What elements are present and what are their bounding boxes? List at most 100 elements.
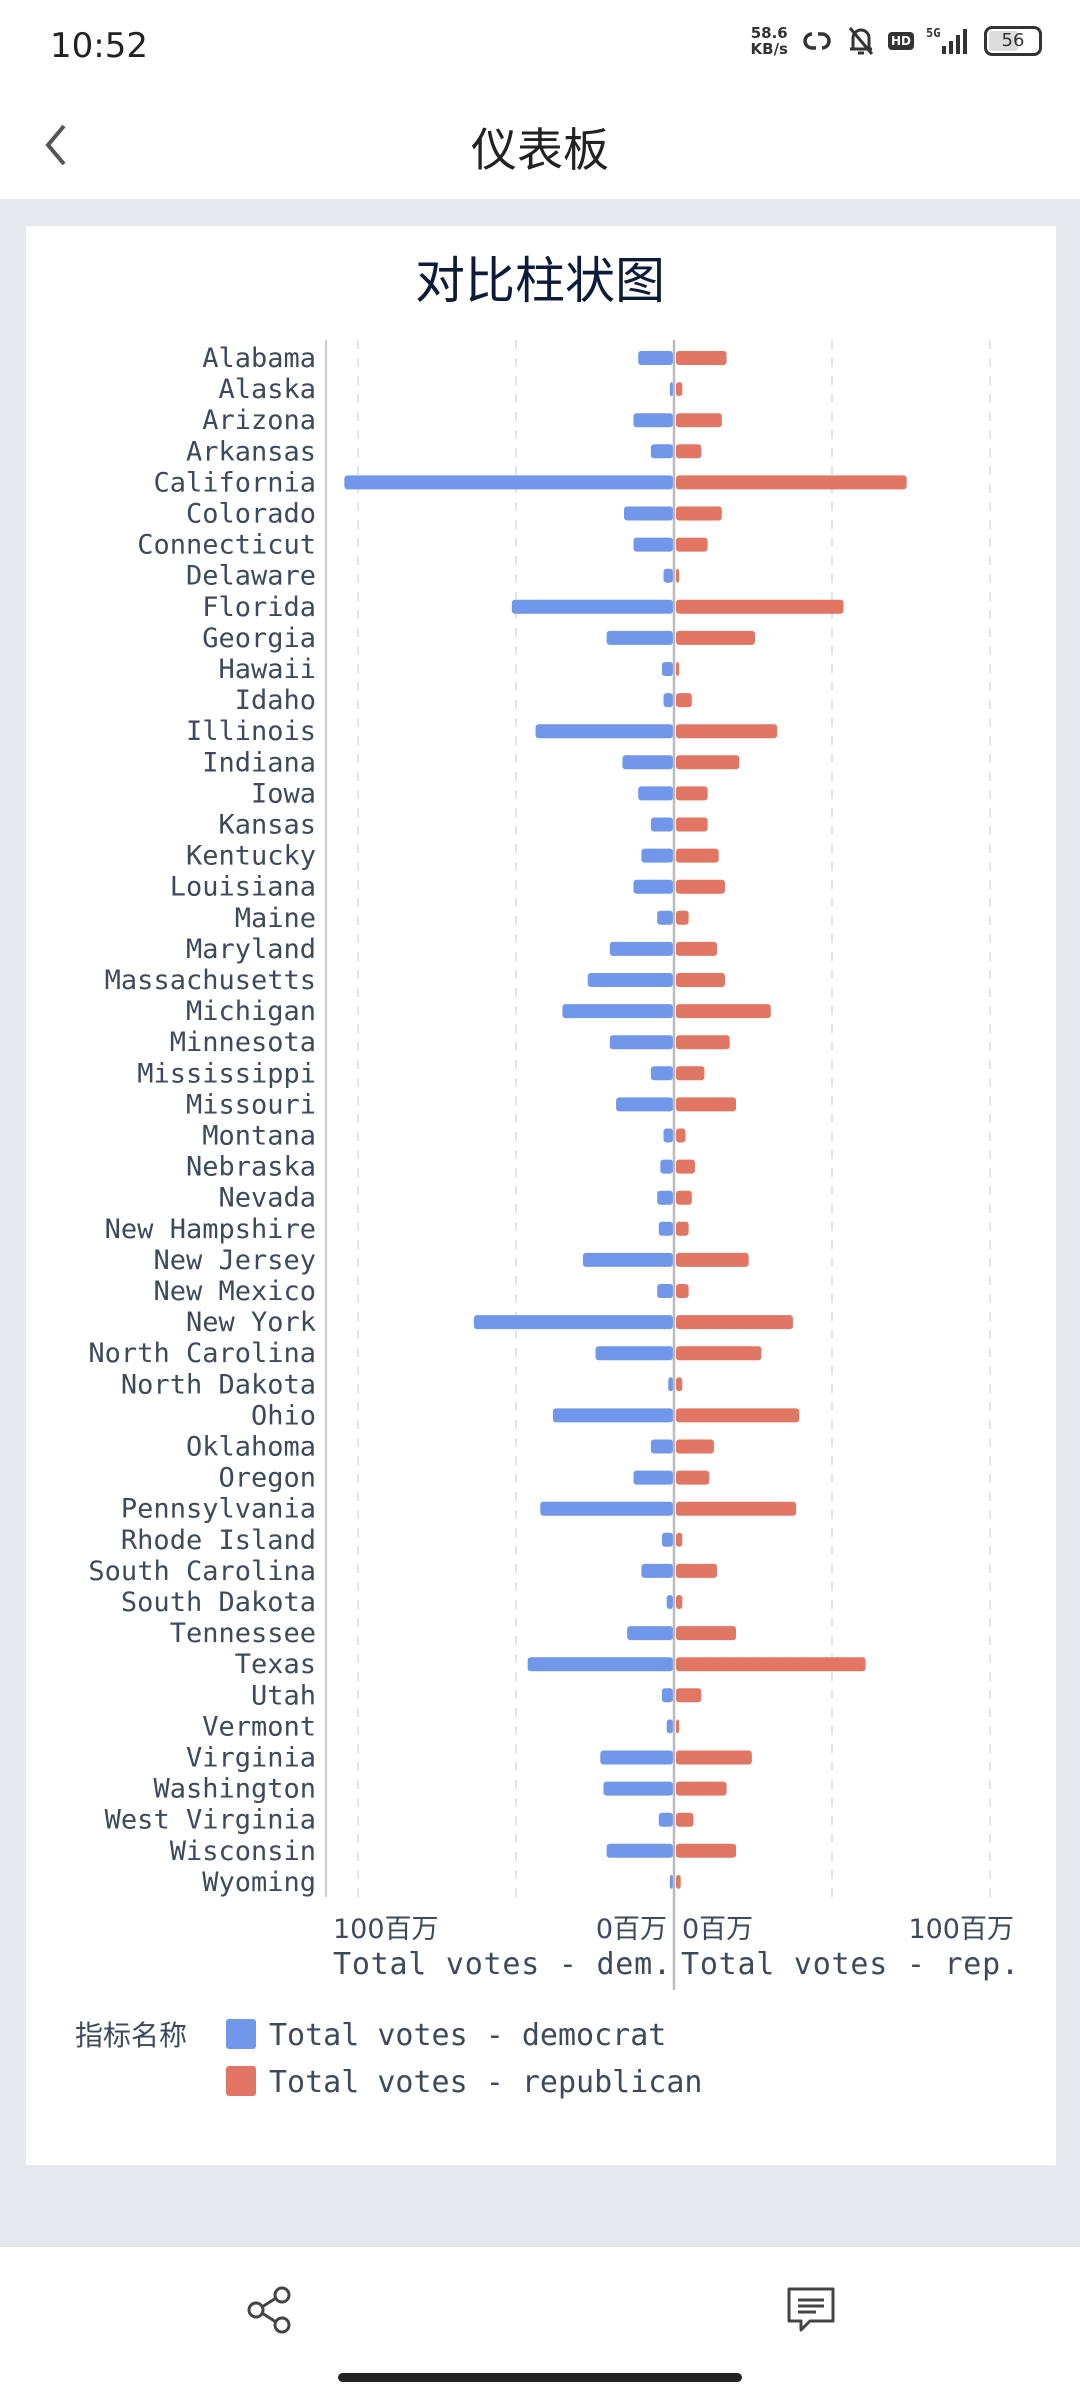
bar-republican[interactable] [676,724,778,739]
bar-republican[interactable] [676,941,718,956]
bar-republican[interactable] [676,1252,749,1267]
bar-democrat[interactable] [600,1750,673,1765]
bar-republican[interactable] [676,351,727,365]
bar-democrat[interactable] [609,1035,673,1050]
bar-republican[interactable] [676,755,740,770]
bar-republican[interactable] [676,1284,689,1298]
bar-democrat[interactable] [657,910,673,925]
bar-democrat[interactable] [609,941,673,956]
bar-democrat[interactable] [622,755,673,770]
bar-democrat[interactable] [641,1563,673,1578]
bar-democrat[interactable] [650,1439,673,1454]
bar-democrat[interactable] [650,444,673,459]
bar-republican[interactable] [676,1035,730,1050]
bar-republican[interactable] [676,444,702,459]
bar-republican[interactable] [676,848,719,863]
bar-republican[interactable] [676,1719,680,1734]
comment-icon[interactable] [784,2283,838,2337]
bar-republican[interactable] [676,1688,702,1703]
bar-democrat[interactable] [582,1252,673,1267]
legend-label-republican[interactable]: Total votes - republican [269,2065,702,2100]
bar-republican[interactable] [676,1874,681,1889]
bar-democrat[interactable] [641,848,673,863]
bar-republican[interactable] [676,1657,866,1672]
bar-republican[interactable] [676,1781,727,1796]
bar-republican[interactable] [676,1221,689,1236]
bar-republican[interactable] [676,630,755,645]
bar-democrat[interactable] [624,506,673,521]
bar-republican[interactable] [676,1128,686,1143]
bar-republican[interactable] [676,1066,705,1081]
bar-democrat[interactable] [650,817,673,832]
bar-republican[interactable] [676,475,907,490]
bar-republican[interactable] [676,1315,793,1330]
bar-democrat[interactable] [540,1501,673,1516]
bar-democrat[interactable] [638,786,673,801]
bar-democrat[interactable] [657,1190,673,1205]
bar-democrat[interactable] [552,1408,673,1423]
bar-democrat[interactable] [633,413,674,428]
bar-democrat[interactable] [562,1004,673,1019]
bar-republican[interactable] [676,1159,695,1174]
bar-democrat[interactable] [511,599,673,614]
share-icon[interactable] [242,2283,296,2337]
bar-democrat[interactable] [527,1657,673,1672]
bar-democrat[interactable] [661,1532,673,1547]
legend-swatch-democrat[interactable] [226,2019,256,2049]
bar-republican[interactable] [676,1626,737,1641]
bar-republican[interactable] [676,693,692,708]
bar-republican[interactable] [676,599,844,614]
bar-republican[interactable] [676,879,725,894]
bar-republican[interactable] [676,1097,737,1112]
bar-republican[interactable] [676,1190,692,1205]
bar-republican[interactable] [676,786,708,801]
bar-republican[interactable] [676,1346,762,1361]
bar-democrat[interactable] [660,1159,673,1174]
bar-republican[interactable] [676,1750,752,1765]
bar-democrat[interactable] [661,1688,673,1703]
bar-democrat[interactable] [663,693,673,708]
bar-republican[interactable] [676,537,708,552]
bar-republican[interactable] [676,1843,737,1858]
bar-democrat[interactable] [603,1781,673,1796]
bar-republican[interactable] [676,1004,771,1019]
bar-republican[interactable] [676,817,708,832]
bar-republican[interactable] [676,413,722,428]
legend-label-democrat[interactable]: Total votes - democrat [269,2018,666,2053]
bar-republican[interactable] [676,382,683,397]
bar-republican[interactable] [676,1470,710,1485]
bar-democrat[interactable] [663,1128,673,1143]
bar-republican[interactable] [676,973,725,987]
bar-democrat[interactable] [666,1719,673,1734]
bar-democrat[interactable] [606,1843,673,1858]
bar-democrat[interactable] [473,1315,673,1330]
bar-republican[interactable] [676,1439,714,1454]
bar-democrat[interactable] [666,1595,673,1609]
bar-democrat[interactable] [616,1097,673,1112]
legend-swatch-republican[interactable] [226,2066,256,2096]
bar-democrat[interactable] [587,973,673,987]
bar-republican[interactable] [676,1812,694,1827]
bar-democrat[interactable] [627,1626,673,1641]
back-chevron-icon[interactable] [36,120,76,170]
bar-democrat[interactable] [650,1066,673,1081]
bar-democrat[interactable] [658,1812,673,1827]
bar-democrat[interactable] [663,568,673,583]
bar-democrat[interactable] [638,351,673,365]
bar-republican[interactable] [676,506,722,521]
bar-democrat[interactable] [658,1221,673,1236]
home-indicator[interactable] [338,2373,742,2382]
bar-republican[interactable] [676,1532,683,1547]
bar-democrat[interactable] [669,382,673,397]
bar-democrat[interactable] [669,1874,673,1889]
bar-democrat[interactable] [668,1377,673,1392]
bar-republican[interactable] [676,1563,718,1578]
bar-republican[interactable] [676,568,680,583]
bar-republican[interactable] [676,662,680,676]
bar-republican[interactable] [676,910,689,925]
bar-democrat[interactable] [344,475,673,490]
bar-republican[interactable] [676,1595,683,1609]
bar-democrat[interactable] [595,1346,673,1361]
bar-democrat[interactable] [633,879,674,894]
bar-democrat[interactable] [657,1284,673,1298]
